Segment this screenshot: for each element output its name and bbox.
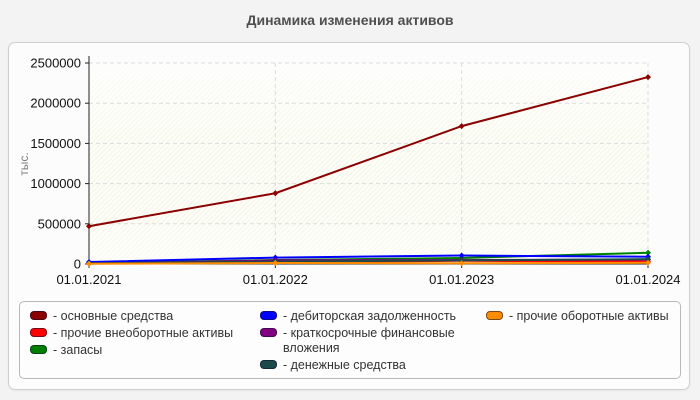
data-point-marker [645, 259, 651, 266]
data-point-marker [86, 260, 92, 267]
legend-label: - запасы [53, 343, 103, 357]
line-chart: 0 500000 1000000 1500000 2000000 2500000 01.01… [30, 56, 680, 288]
legend-item-other-noncurrent-assets: - прочие внеоборотные активы [30, 326, 260, 341]
legend-label: - краткосрочные финансовые вложения [283, 326, 455, 355]
x-tick-label: 01.01.2021 [56, 272, 121, 287]
chart-title: Динамика изменения активов [246, 12, 454, 28]
data-point-marker [458, 260, 465, 267]
legend-item-inventory: - запасы [30, 343, 260, 358]
legend-item-other-current-assets: - прочие оборотные активы [486, 309, 680, 324]
series-line [88, 254, 649, 263]
y-tick-label: 2500000 [30, 56, 81, 71]
data-point-marker [645, 249, 651, 256]
plot-hatch [89, 63, 648, 264]
x-tick-label: 01.01.2023 [429, 272, 494, 287]
legend-swatch-other-noncurrent-assets [30, 328, 47, 337]
series-line [88, 261, 649, 265]
legend-label: - дебиторская задолженность [283, 309, 457, 323]
legend-swatch-short-term-investments [260, 328, 277, 337]
y-tick-label: 500000 [38, 216, 81, 231]
legend-swatch-receivables [260, 311, 277, 320]
data-point-marker [645, 74, 651, 81]
data-point-marker [645, 256, 651, 263]
legend-column-1: - основные средства - прочие внеоборотны… [30, 309, 260, 360]
y-tick-label: 1000000 [30, 176, 81, 191]
x-tick-label: 01.01.2024 [615, 272, 680, 287]
data-point-marker [272, 260, 279, 267]
data-point-marker [86, 223, 92, 230]
legend-label: - прочие внеоборотные активы [53, 326, 234, 340]
legend-item-short-term-investments: - краткосрочные финансовые вложения [260, 326, 486, 356]
legend-label: - прочие оборотные активы [509, 309, 669, 323]
data-point-marker [458, 252, 465, 259]
data-point-marker [458, 123, 465, 130]
x-tick-label: 01.01.2022 [243, 272, 308, 287]
legend-swatch-fixed-assets [30, 311, 47, 320]
data-point-marker [272, 190, 279, 197]
y-tick-label: 2000000 [30, 96, 81, 111]
legend: - основные средства - прочие внеоборотны… [19, 301, 681, 379]
legend-label: - денежные средства [283, 358, 406, 372]
legend-item-receivables: - дебиторская задолженность [260, 309, 486, 324]
y-axis-label: тыс. [17, 152, 31, 176]
legend-item-cash: - денежные средства [260, 358, 486, 373]
series-line [88, 76, 649, 228]
legend-swatch-other-current-assets [486, 311, 503, 320]
legend-item-fixed-assets: - основные средства [30, 309, 260, 324]
legend-swatch-cash [260, 360, 277, 369]
y-tick-label: 0 [74, 257, 81, 272]
y-tick-label: 1500000 [30, 136, 81, 151]
legend-label: - основные средства [53, 309, 174, 323]
chart-panel: 0 500000 1000000 1500000 2000000 2500000 01.01… [8, 42, 690, 390]
legend-column-2: - дебиторская задолженность - краткосроч… [260, 309, 486, 375]
legend-swatch-inventory [30, 345, 47, 354]
legend-column-3: - прочие оборотные активы [486, 309, 680, 326]
